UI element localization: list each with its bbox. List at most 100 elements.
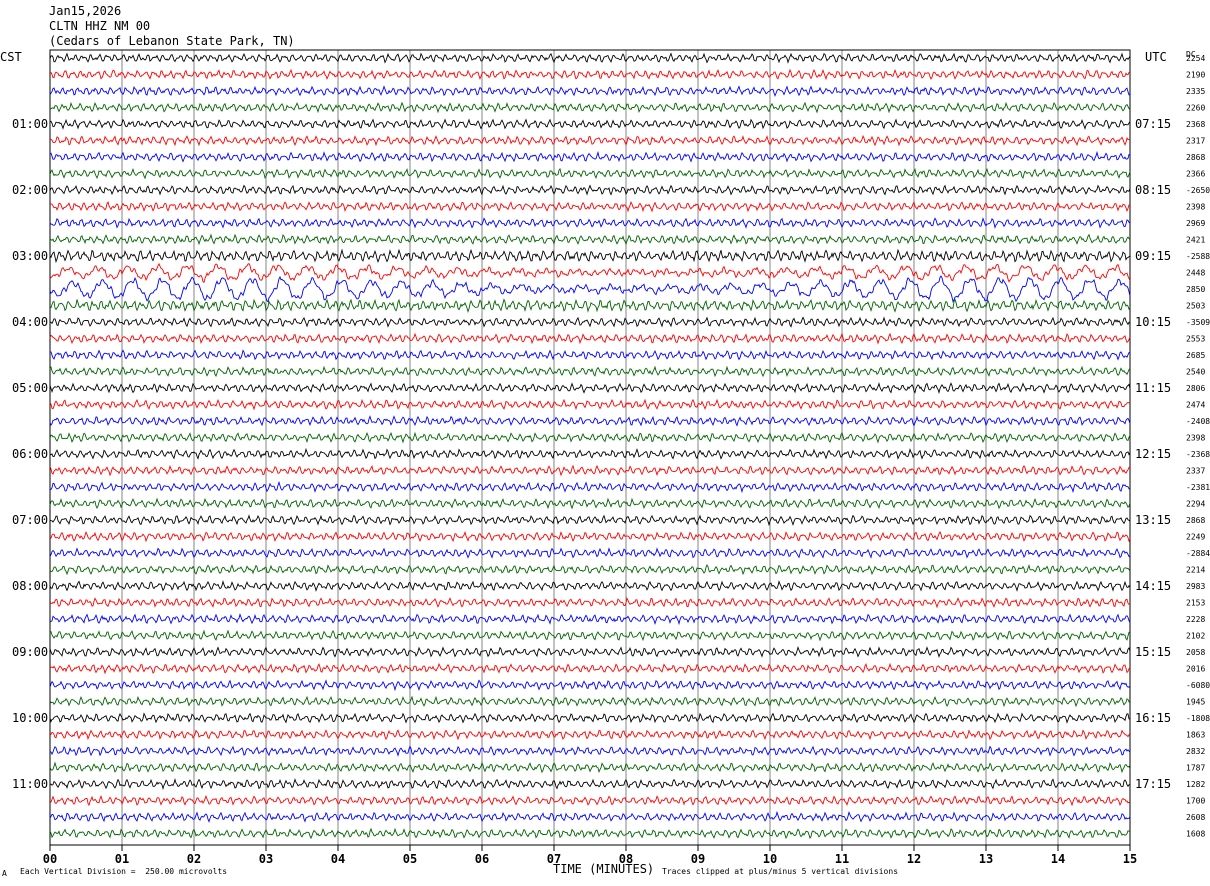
seismic-trace bbox=[49, 564, 1131, 576]
seismic-trace bbox=[49, 613, 1131, 626]
plot-frame bbox=[49, 49, 1131, 846]
left-hour-label: 07:00 bbox=[12, 513, 48, 527]
seismic-trace bbox=[49, 68, 1131, 81]
dc-offset-label: 2016 bbox=[1186, 665, 1205, 674]
right-hour-label: 07:15 bbox=[1135, 117, 1171, 131]
dc-offset-label: 2398 bbox=[1186, 434, 1205, 443]
seismic-trace bbox=[49, 200, 1131, 213]
dc-offset-label: 1700 bbox=[1186, 797, 1205, 806]
dc-offset-label: 2983 bbox=[1186, 582, 1205, 591]
seismic-trace bbox=[49, 415, 1131, 427]
dc-offset-label: 2503 bbox=[1186, 302, 1205, 311]
dc-offset-label: 2553 bbox=[1186, 335, 1205, 344]
seismic-trace bbox=[49, 217, 1131, 229]
right-hour-label: 10:15 bbox=[1135, 315, 1171, 329]
x-tick-label: 12 bbox=[907, 852, 921, 866]
seismic-trace bbox=[49, 431, 1131, 444]
dc-offset-label: -1808 bbox=[1186, 714, 1210, 723]
x-tick-label: 11 bbox=[835, 852, 849, 866]
x-tick-label: 06 bbox=[475, 852, 489, 866]
dc-offset-label: -2884 bbox=[1186, 549, 1210, 558]
left-hour-label: 11:00 bbox=[12, 777, 48, 791]
x-tick-label: 09 bbox=[691, 852, 705, 866]
dc-offset-label: 2294 bbox=[1186, 500, 1205, 509]
seismic-trace bbox=[49, 729, 1131, 741]
right-hour-label: 16:15 bbox=[1135, 711, 1171, 725]
seismic-trace bbox=[49, 262, 1131, 283]
dc-offset-label: 2868 bbox=[1186, 516, 1205, 525]
x-tick-label: 01 bbox=[115, 852, 129, 866]
clip-note: Traces clipped at plus/minus 5 vertical … bbox=[662, 867, 899, 876]
scale-note: Each Vertical Division = 250.00 microvol… bbox=[20, 867, 228, 876]
dc-offset-label: 2832 bbox=[1186, 747, 1205, 756]
x-tick-label: 03 bbox=[259, 852, 273, 866]
x-tick-label: 13 bbox=[979, 852, 993, 866]
dc-offset-label: -2408 bbox=[1186, 417, 1210, 426]
dc-offset-label: 2806 bbox=[1186, 384, 1205, 393]
left-hour-label: 06:00 bbox=[12, 447, 48, 461]
left-hour-label: 01:00 bbox=[12, 117, 48, 131]
dc-offset-label: 2190 bbox=[1186, 71, 1205, 80]
right-hour-label: 09:15 bbox=[1135, 249, 1171, 263]
right-hour-label: 11:15 bbox=[1135, 381, 1171, 395]
seismic-trace bbox=[49, 497, 1131, 510]
seismic-trace bbox=[49, 365, 1131, 378]
seismic-trace bbox=[49, 464, 1131, 477]
dc-offset-label: 2102 bbox=[1186, 632, 1205, 641]
right-hour-label: 12:15 bbox=[1135, 447, 1171, 461]
dc-offset-label: 2317 bbox=[1186, 137, 1205, 146]
dc-offset-label: 2850 bbox=[1186, 285, 1205, 294]
seismic-trace bbox=[49, 101, 1131, 114]
left-hour-label: 03:00 bbox=[12, 249, 48, 263]
seismic-trace bbox=[49, 298, 1131, 313]
dc-offset-label: 2540 bbox=[1186, 368, 1205, 377]
dc-offset-label: 2058 bbox=[1186, 648, 1205, 657]
seismic-trace bbox=[49, 184, 1131, 196]
x-tick-label: 05 bbox=[403, 852, 417, 866]
header-station: CLTN HHZ NM 00 bbox=[49, 19, 151, 33]
seismic-trace bbox=[49, 745, 1131, 757]
seismic-trace bbox=[49, 596, 1131, 609]
dc-offset-label: 2335 bbox=[1186, 87, 1205, 96]
right-hour-label: 15:15 bbox=[1135, 645, 1171, 659]
dc-offset-label: 2868 bbox=[1186, 153, 1205, 162]
right-hour-label: 17:15 bbox=[1135, 777, 1171, 791]
dc-offset-label: -2368 bbox=[1186, 450, 1210, 459]
x-tick-label: 07 bbox=[547, 852, 561, 866]
left-timezone-label: CST bbox=[0, 50, 22, 64]
corner-mark: A bbox=[2, 869, 7, 878]
seismic-trace bbox=[49, 514, 1131, 527]
seismic-trace bbox=[49, 679, 1131, 692]
seismic-trace bbox=[49, 530, 1131, 543]
seismic-trace bbox=[49, 777, 1131, 790]
x-tick-label: 10 bbox=[763, 852, 777, 866]
dc-offset-label: 1787 bbox=[1186, 764, 1205, 773]
seismic-trace bbox=[49, 118, 1131, 130]
dc-offset-label: 2368 bbox=[1186, 120, 1205, 129]
dc-offset-label: 2421 bbox=[1186, 236, 1205, 245]
seismic-trace bbox=[49, 447, 1131, 460]
x-axis-title: TIME (MINUTES) bbox=[553, 862, 655, 876]
dc-offset-label: 2685 bbox=[1186, 351, 1205, 360]
seismic-trace bbox=[49, 398, 1131, 411]
left-hour-label: 10:00 bbox=[12, 711, 48, 725]
seismic-trace bbox=[49, 662, 1131, 675]
seismic-trace bbox=[49, 794, 1131, 807]
seismic-trace bbox=[49, 695, 1131, 708]
seismic-trace bbox=[49, 316, 1131, 328]
x-tick-label: 08 bbox=[619, 852, 633, 866]
seismic-trace bbox=[49, 827, 1131, 840]
left-hour-label: 09:00 bbox=[12, 645, 48, 659]
seismic-trace bbox=[49, 248, 1131, 264]
dc-offset-label: 2260 bbox=[1186, 104, 1205, 113]
dc-offset-label: 2228 bbox=[1186, 615, 1205, 624]
dc-offset-label: 2608 bbox=[1186, 813, 1205, 822]
dc-offset-label: 1945 bbox=[1186, 698, 1205, 707]
dc-offset-label: -2381 bbox=[1186, 483, 1210, 492]
dc-offset-label: 2337 bbox=[1186, 467, 1205, 476]
dc-offset-label: 1863 bbox=[1186, 731, 1205, 740]
seismic-trace bbox=[49, 645, 1131, 658]
dc-offset-label: 2214 bbox=[1186, 566, 1205, 575]
dc-offset-label: -6080 bbox=[1186, 681, 1210, 690]
